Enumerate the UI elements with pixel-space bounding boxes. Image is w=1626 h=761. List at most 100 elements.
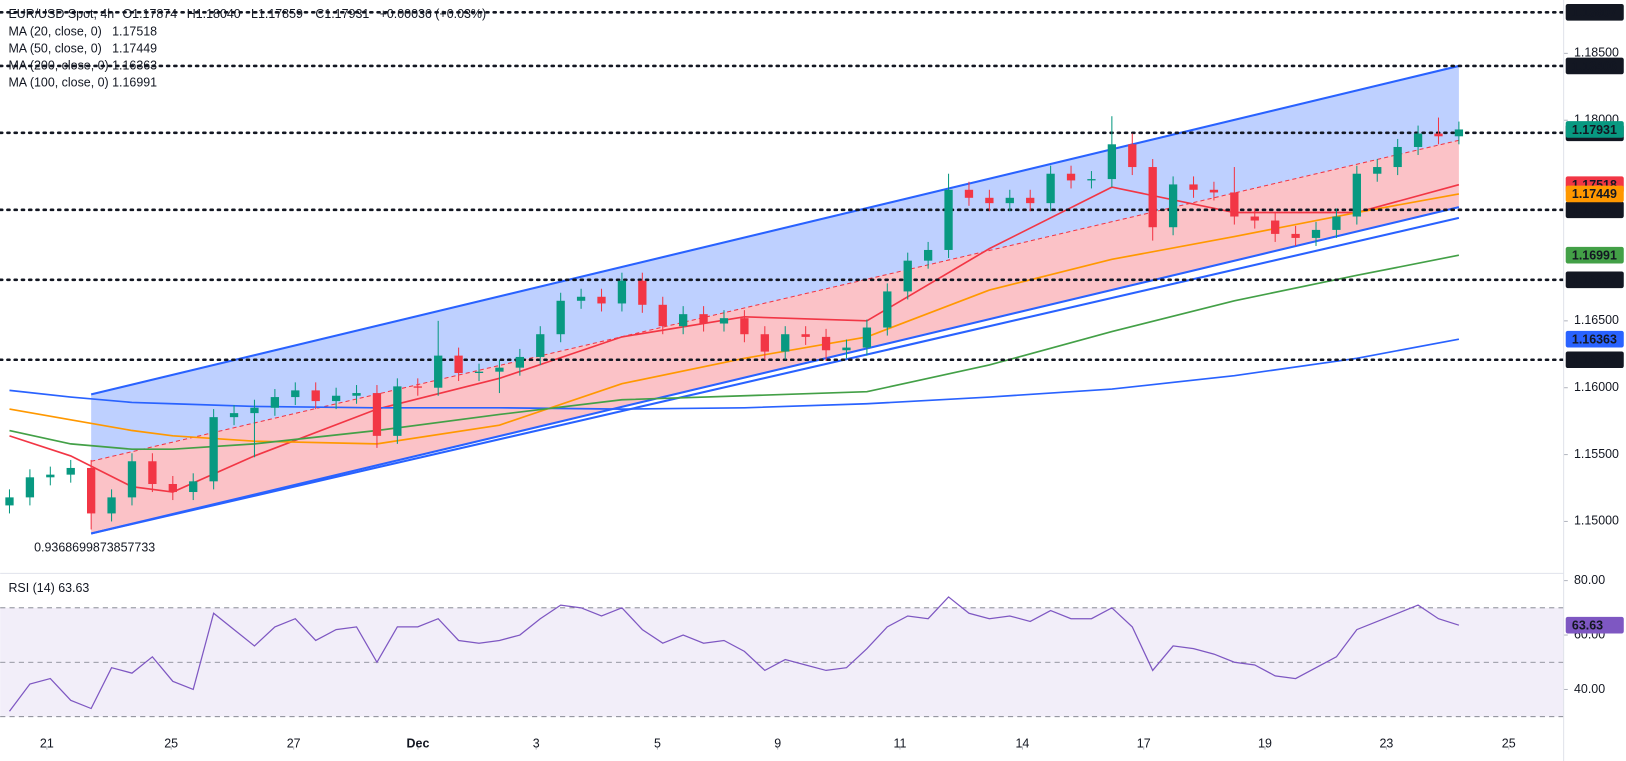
candle-body — [1087, 179, 1096, 181]
level-label-box — [1565, 351, 1624, 369]
price-box — [1565, 121, 1624, 138]
candle-body — [576, 296, 586, 301]
x-tick-label: 14 — [1016, 737, 1030, 751]
rsi-title: RSI (14) — [8, 581, 54, 595]
price-box — [1565, 246, 1624, 264]
candle-body — [719, 318, 729, 324]
price-box-label: 1.16991 — [1572, 248, 1617, 262]
channel-lower — [90, 206, 1460, 535]
legend-name: MA (200, close, 0) — [8, 59, 108, 73]
candle-body — [209, 417, 218, 482]
candle-body — [556, 300, 565, 335]
candle-body — [25, 477, 35, 498]
candle-body — [148, 461, 157, 485]
candle-body — [985, 197, 994, 204]
moving-average-line — [9, 254, 1460, 451]
candle-body — [1148, 167, 1157, 228]
y-tick-label: 1.18500 — [1574, 46, 1619, 60]
ohlc-readout: L1.17859 — [251, 7, 303, 21]
candle-body — [638, 280, 647, 305]
candle-body — [740, 318, 749, 335]
x-tick-label: 3 — [533, 737, 540, 751]
candle-layer — [5, 116, 1464, 530]
candle-body — [1250, 216, 1259, 221]
level-label: 1.16807 — [1572, 273, 1617, 287]
ohlc-readout: H1.18040 — [187, 7, 241, 21]
candle-body — [87, 467, 96, 514]
legend-name: MA (50, close, 0) — [8, 42, 101, 56]
x-tick-label: 25 — [1502, 737, 1516, 751]
level-label-box — [1565, 271, 1624, 289]
x-tick-label: 9 — [774, 737, 781, 751]
candle-body — [597, 296, 606, 304]
rsi-tick-label: 40.00 — [1574, 682, 1605, 696]
x-tick-label: 11 — [894, 737, 907, 751]
candle-body — [474, 371, 484, 373]
candle-body — [434, 355, 443, 388]
candle-body — [781, 334, 790, 352]
candle-body — [1107, 144, 1117, 180]
level-label-box — [1565, 201, 1624, 219]
candle-body — [250, 407, 259, 414]
ohlc-readout: C1.17931 — [315, 7, 369, 21]
legend-value: 1.16363 — [112, 59, 157, 73]
price-box-label: 1.17931 — [1572, 123, 1617, 137]
level-label: 1.18406 — [1572, 59, 1617, 73]
candle-body — [1291, 233, 1300, 238]
level-label: 1.18807 — [1572, 6, 1617, 20]
candle-body — [515, 356, 524, 368]
candle-body — [168, 484, 177, 493]
candle-body — [1189, 184, 1198, 190]
candle-body — [454, 355, 463, 373]
y-tick-label: 1.15500 — [1574, 447, 1619, 461]
candle-body — [127, 461, 137, 498]
candle-body — [311, 390, 320, 402]
legend-value: 1.17518 — [112, 24, 157, 38]
candle-body — [372, 393, 382, 436]
price-box — [1565, 616, 1624, 634]
candle-body — [107, 497, 116, 514]
candle-body — [1230, 192, 1239, 217]
x-tick-label: 17 — [1137, 737, 1151, 751]
x-tick-label: 25 — [164, 737, 178, 751]
legend-name: MA (20, close, 0) — [8, 24, 101, 38]
legend-value: 1.16991 — [112, 76, 157, 90]
candle-body — [270, 397, 280, 408]
candle-body — [617, 280, 627, 304]
candle-body — [189, 481, 198, 493]
candle-body — [944, 189, 953, 250]
candle-body — [291, 390, 300, 398]
x-tick-label: 27 — [287, 737, 301, 751]
price-box-label: 1.16363 — [1572, 332, 1617, 346]
candle-body — [1046, 173, 1055, 204]
channel-label: 0.9368699873857733 — [34, 540, 155, 554]
candle-body — [964, 189, 974, 198]
candle-body — [821, 336, 831, 351]
rsi-tick-label: 80.00 — [1574, 573, 1605, 587]
candle-body — [883, 291, 892, 328]
candle-body — [1454, 129, 1464, 137]
x-tick-label: 5 — [654, 737, 661, 751]
channel-upper — [90, 64, 1460, 396]
candle-body — [495, 367, 504, 372]
candle-body — [1352, 173, 1361, 217]
legend-name: MA (100, close, 0) — [8, 76, 108, 90]
candle-body — [352, 393, 361, 396]
candle-body — [1373, 167, 1382, 174]
label-layer: 0.93686998738577331.188071.184061.179061… — [8, 4, 1624, 634]
candle-body — [1026, 197, 1035, 204]
candle-body — [393, 386, 402, 436]
ohlc-readout: +0.00036 (+0.03%) — [380, 7, 486, 21]
candle-body — [1434, 133, 1443, 137]
candle-body — [1311, 229, 1321, 238]
x-tick-label: Dec — [407, 737, 430, 751]
rsi-band-fill — [0, 607, 1564, 717]
y-tick-label: 1.15000 — [1574, 514, 1619, 528]
candle-body — [801, 334, 810, 337]
candle-body — [842, 347, 851, 351]
x-tick-label: 23 — [1380, 737, 1394, 751]
candle-body — [66, 467, 75, 475]
